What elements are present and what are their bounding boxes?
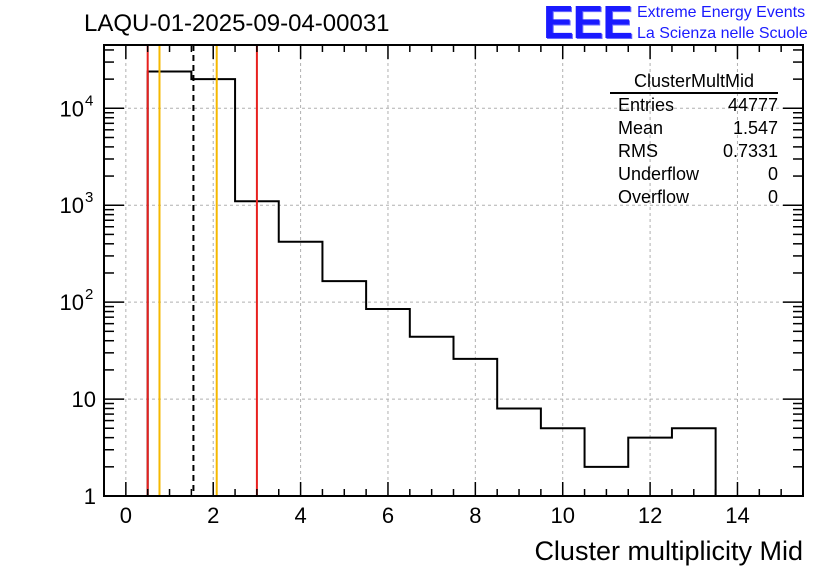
x-tick-label: 8 xyxy=(469,503,481,528)
stats-row: Underflow 0 xyxy=(610,163,778,186)
histogram-bin xyxy=(322,281,366,496)
histogram-bin xyxy=(410,337,454,496)
x-tick-label: 10 xyxy=(550,503,574,528)
stats-box: ClusterMultMid Entries 44777 Mean 1.547 RM… xyxy=(610,70,778,209)
x-axis-ticks: 0 2 4 6 8 10 12 14 xyxy=(120,45,782,528)
stats-row: Entries 44777 xyxy=(610,94,778,117)
histogram-bin xyxy=(672,428,716,496)
y-tick-label: 10 xyxy=(72,387,96,412)
x-axis-label: Cluster multiplicity Mid xyxy=(534,536,803,566)
stats-row: RMS 0.7331 xyxy=(610,140,778,163)
stats-value: 0 xyxy=(767,164,778,184)
x-tick-label: 0 xyxy=(120,503,132,528)
stats-label: Mean xyxy=(618,118,664,138)
y-tick-label-exponent: 2 xyxy=(85,286,93,303)
stats-value: 0 xyxy=(767,187,778,207)
stats-label: Entries xyxy=(618,95,675,115)
histogram-bin xyxy=(366,309,410,496)
histogram-bin xyxy=(497,408,541,496)
chart-title: LAQU-01-2025-09-04-00031 xyxy=(84,10,390,37)
histogram-outline xyxy=(146,70,717,496)
histogram-bin xyxy=(191,79,235,496)
y-tick-label: 1 xyxy=(84,484,96,509)
histogram-bin xyxy=(148,71,192,496)
stats-value: 44777 xyxy=(727,95,778,115)
y-tick-label: 10 xyxy=(60,290,84,315)
x-tick-label: 4 xyxy=(294,503,306,528)
x-tick-label: 6 xyxy=(382,503,394,528)
logo-line-1: Extreme Energy Events xyxy=(637,4,806,21)
logo-line-2: La Scienza nelle Scuole xyxy=(637,25,808,42)
stats-label: Overflow xyxy=(618,187,690,207)
stats-row: Mean 1.547 xyxy=(610,117,778,140)
reference-lines xyxy=(146,45,258,496)
stats-title: ClusterMultMid xyxy=(610,70,778,94)
logo-mark: EEE xyxy=(543,0,633,48)
x-tick-label: 14 xyxy=(725,503,749,528)
y-tick-label: 10 xyxy=(60,193,84,218)
histogram-bin xyxy=(279,242,323,496)
y-tick-label-exponent: 4 xyxy=(85,92,93,109)
grid-lines xyxy=(104,45,803,496)
histogram-bin xyxy=(454,359,498,496)
histogram-series xyxy=(146,70,717,496)
stats-value: 1.547 xyxy=(732,118,778,138)
y-tick-label-exponent: 3 xyxy=(85,189,93,206)
stats-label: Underflow xyxy=(618,164,700,184)
y-tick-label: 10 xyxy=(60,96,84,121)
x-tick-label: 2 xyxy=(207,503,219,528)
eee-logo: EEE Extreme Energy Events La Scienza nel… xyxy=(543,0,833,48)
x-tick-label: 12 xyxy=(638,503,662,528)
stats-row: Overflow 0 xyxy=(610,186,778,209)
stats-label: RMS xyxy=(618,141,658,161)
stats-value: 0.7331 xyxy=(722,141,778,161)
